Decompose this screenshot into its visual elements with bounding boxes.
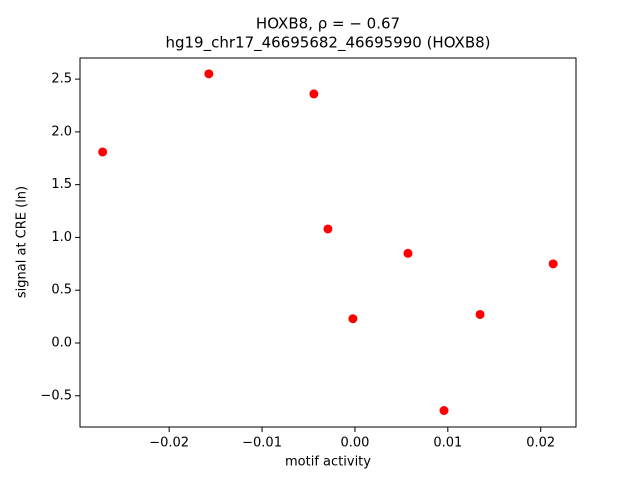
y-tick-label: 1.5: [51, 177, 72, 192]
point: [548, 259, 558, 269]
y-axis-label: signal at CRE (ln): [15, 186, 30, 298]
x-tick-label: 0.00: [340, 436, 369, 451]
y-tick-label: 0.0: [51, 335, 72, 350]
chart-title: HOXB8, ρ = − 0.67: [256, 15, 400, 33]
point: [98, 147, 108, 157]
plot-frame: [79, 57, 577, 428]
x-tick-label: 0.02: [526, 436, 555, 451]
point: [475, 309, 485, 319]
point: [439, 406, 449, 416]
point: [348, 314, 358, 324]
x-tick-label: −0.01: [242, 436, 282, 451]
point: [403, 248, 413, 258]
x-tick-label: 0.01: [433, 436, 462, 451]
x-tick-label: −0.02: [149, 436, 189, 451]
y-tick-label: 0.5: [51, 283, 72, 298]
y-tick-label: 2.0: [51, 124, 72, 139]
y-tick-label: 2.5: [51, 72, 72, 87]
point: [323, 224, 333, 234]
chart-subtitle: hg19_chr17_46695682_46695990 (HOXB8): [165, 34, 490, 53]
x-axis-label: motif activity: [285, 455, 371, 470]
point: [309, 89, 319, 99]
point: [204, 69, 214, 79]
y-tick-label: −0.5: [40, 388, 72, 403]
y-tick-label: 1.0: [51, 230, 72, 245]
